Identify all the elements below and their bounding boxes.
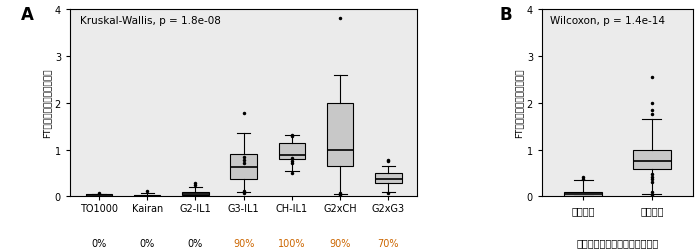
PathPatch shape (375, 173, 402, 183)
Text: 0%: 0% (139, 238, 155, 248)
PathPatch shape (564, 192, 602, 197)
Text: 0%: 0% (91, 238, 106, 248)
Text: Kruskal-Wallis, p = 1.8e-08: Kruskal-Wallis, p = 1.8e-08 (80, 16, 221, 26)
Y-axis label: FTタンパク質の相対蓄積量: FTタンパク質の相対蓄積量 (515, 69, 524, 138)
Text: A: A (22, 6, 34, 24)
PathPatch shape (230, 155, 257, 179)
Y-axis label: FTタンパク質の相対蓄積量: FTタンパク質の相対蓄積量 (43, 69, 52, 138)
PathPatch shape (182, 192, 209, 196)
Text: 90%: 90% (330, 238, 351, 248)
Text: B: B (500, 6, 512, 24)
PathPatch shape (134, 195, 160, 197)
Text: 70%: 70% (378, 238, 399, 248)
Text: Wilcoxon, p = 1.4e-14: Wilcoxon, p = 1.4e-14 (550, 16, 664, 26)
PathPatch shape (327, 103, 354, 166)
PathPatch shape (85, 195, 112, 197)
PathPatch shape (279, 143, 305, 159)
Text: 100%: 100% (278, 238, 306, 248)
PathPatch shape (633, 150, 671, 170)
Text: 90%: 90% (233, 238, 254, 248)
Text: 栽培終了時における穂木の状態: 栽培終了時における穂木の状態 (576, 238, 659, 247)
Text: 0%: 0% (188, 238, 203, 248)
